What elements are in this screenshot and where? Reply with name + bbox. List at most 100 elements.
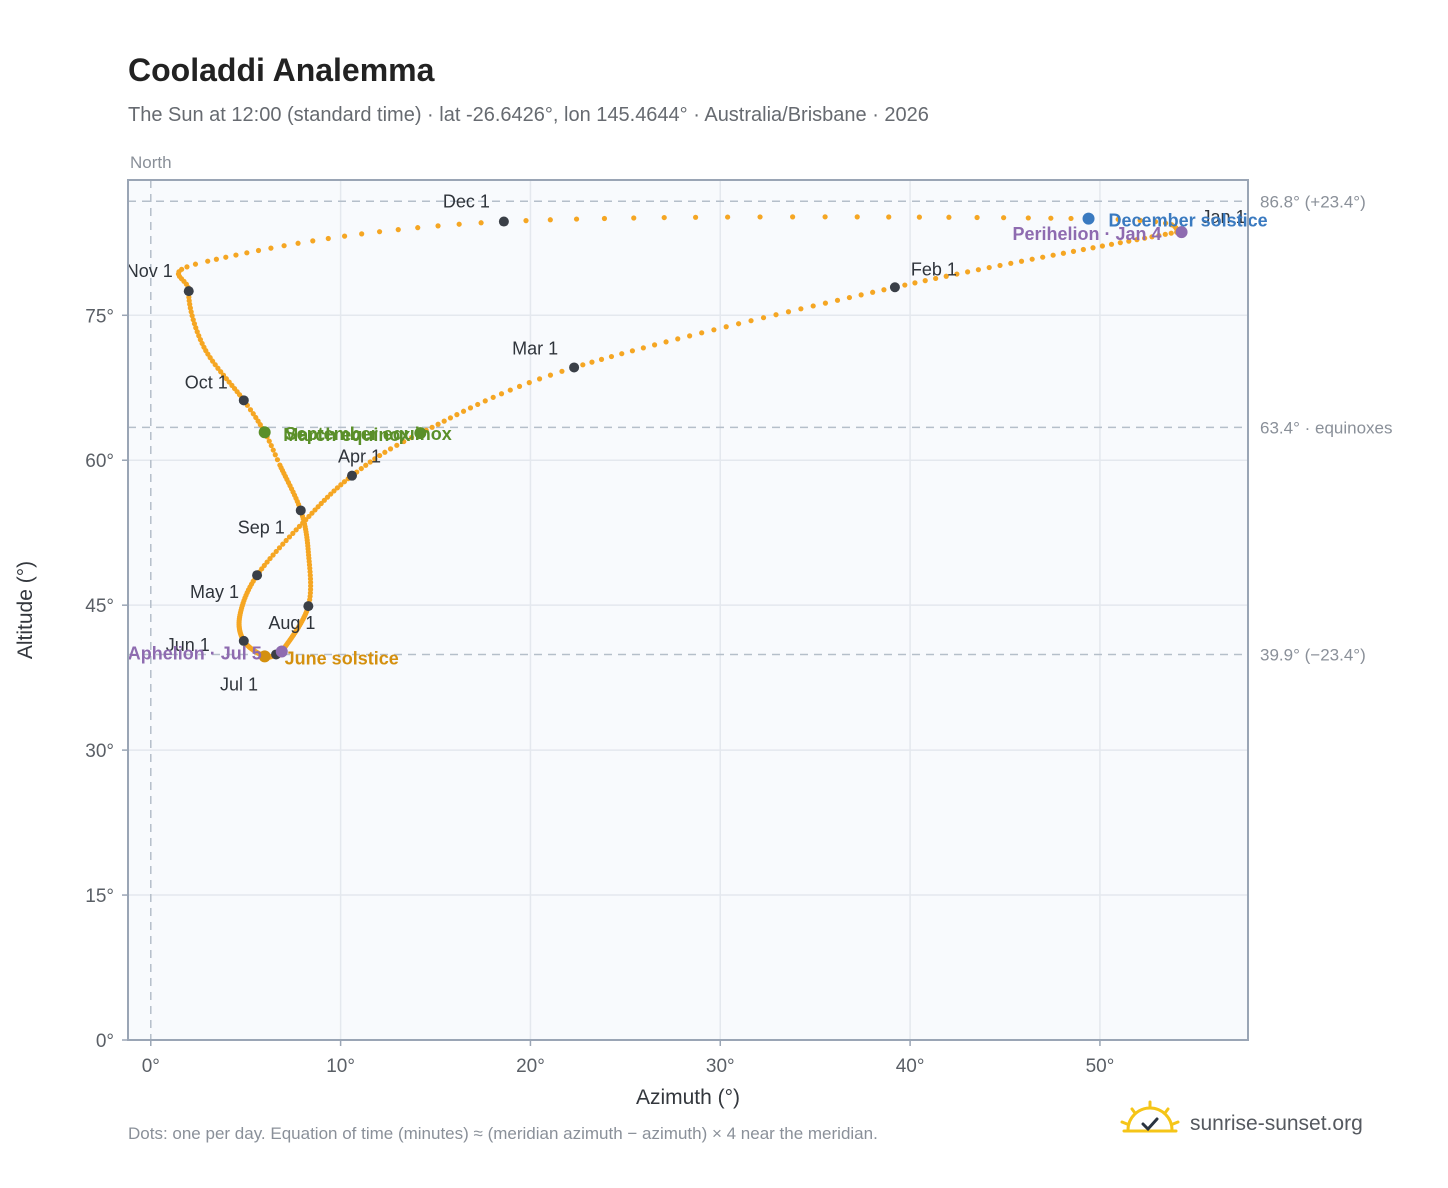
daily-dot — [1156, 232, 1162, 239]
daily-dot — [798, 306, 804, 312]
daily-dot — [250, 411, 256, 417]
daily-dot — [640, 345, 646, 351]
month-marker — [238, 395, 249, 406]
daily-dot — [283, 537, 289, 544]
daily-dot — [881, 287, 887, 293]
daily-dot — [954, 271, 960, 277]
daily-dot — [846, 294, 853, 301]
daily-dot — [223, 254, 229, 260]
x-tick-label: 10° — [326, 1056, 355, 1077]
daily-dot — [253, 414, 259, 421]
month-marker — [295, 505, 306, 516]
north-label: North — [130, 153, 172, 172]
daily-dot — [598, 356, 605, 362]
daily-dot — [490, 394, 496, 400]
month-marker — [498, 216, 509, 227]
daily-dot — [223, 376, 229, 382]
daily-dot — [986, 264, 992, 271]
event-marker — [258, 426, 271, 439]
daily-dot — [415, 225, 421, 231]
month-marker — [183, 286, 194, 297]
month-marker-label: May 1 — [190, 582, 239, 602]
month-marker — [889, 282, 900, 293]
daily-dot — [372, 456, 378, 462]
daily-dot — [1001, 215, 1007, 221]
y-tick-label: 30° — [85, 741, 114, 762]
daily-dot — [270, 552, 276, 558]
daily-dot — [394, 442, 400, 448]
daily-dot — [601, 215, 608, 222]
daily-dot — [429, 424, 435, 430]
month-marker — [303, 601, 314, 612]
month-marker — [252, 570, 263, 581]
daily-dot — [268, 442, 274, 449]
y-tick-label: 0° — [96, 1031, 114, 1052]
daily-dot — [482, 398, 488, 404]
daily-dot — [196, 333, 202, 339]
daily-dot — [523, 218, 529, 224]
month-marker-label: Nov 1 — [126, 261, 173, 281]
daily-dot — [589, 359, 595, 365]
daily-dot — [467, 405, 474, 411]
reference-line-label: 86.8° (+23.4°) — [1260, 192, 1366, 211]
daily-dot — [651, 342, 658, 348]
daily-dot — [190, 317, 196, 323]
plot-area — [128, 180, 1248, 1040]
daily-dot — [822, 214, 828, 220]
y-tick-label: 45° — [85, 596, 114, 617]
daily-dot — [395, 226, 401, 233]
event-marker — [275, 645, 288, 658]
daily-dot — [1099, 243, 1106, 249]
daily-dot — [318, 500, 324, 507]
daily-dot — [1134, 236, 1140, 243]
daily-dot — [1137, 217, 1143, 223]
month-marker — [238, 635, 249, 646]
chart-title: Cooladdi Analemma — [128, 52, 435, 88]
daily-dot — [1149, 234, 1155, 240]
daily-dot — [1080, 246, 1086, 253]
brand[interactable]: sunrise-sunset.org — [1120, 1100, 1420, 1150]
month-marker-label: Feb 1 — [911, 259, 957, 279]
daily-dot — [268, 245, 274, 251]
daily-dot — [456, 221, 462, 227]
daily-dot — [179, 266, 185, 272]
daily-dot — [1162, 231, 1168, 237]
daily-dot — [197, 337, 204, 343]
daily-dot — [341, 479, 348, 485]
daily-dot — [441, 418, 447, 424]
daily-dot — [363, 462, 369, 468]
daily-dot — [822, 300, 829, 306]
daily-dot — [192, 261, 199, 267]
daily-dot — [559, 368, 565, 374]
daily-dot — [854, 214, 860, 220]
daily-dot — [1168, 230, 1174, 236]
daily-dot — [309, 510, 315, 516]
daily-dot — [1040, 254, 1046, 260]
event-marker — [258, 650, 271, 663]
daily-dot — [619, 351, 625, 357]
reference-line-label: 39.9° (−23.4°) — [1260, 645, 1366, 664]
daily-dot — [1117, 240, 1123, 246]
x-axis-label: Azimuth (°) — [636, 1086, 740, 1109]
daily-dot — [281, 243, 287, 249]
daily-dot — [516, 383, 523, 389]
daily-dot — [382, 449, 388, 455]
month-marker-label: Mar 1 — [512, 338, 558, 358]
daily-dot — [687, 333, 693, 339]
grid — [128, 180, 1248, 1040]
daily-dot — [946, 214, 952, 220]
daily-dot — [315, 504, 321, 510]
daily-dot — [273, 548, 279, 555]
daily-dot — [334, 485, 340, 491]
sun-logo-icon — [1120, 1100, 1180, 1133]
daily-dot — [1115, 216, 1121, 222]
daily-dot — [215, 365, 221, 371]
daily-dot — [748, 318, 754, 324]
month-marker-label: Dec 1 — [443, 192, 490, 212]
daily-dot — [272, 452, 278, 458]
brand-name[interactable]: sunrise-sunset.org — [1190, 1112, 1363, 1135]
daily-dot — [401, 438, 407, 445]
footnote: Dots: one per day. Equation of time (min… — [128, 1124, 878, 1143]
daily-dot — [699, 330, 705, 336]
daily-dot — [328, 491, 334, 497]
